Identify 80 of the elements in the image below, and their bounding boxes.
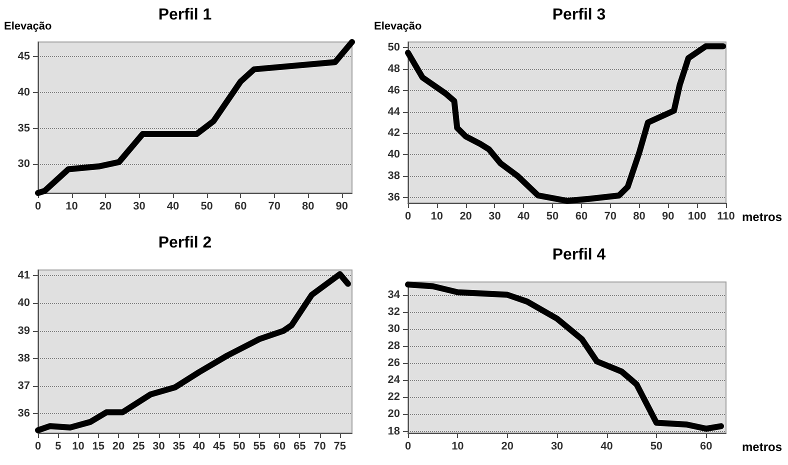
x-tick-label: 45: [213, 440, 226, 452]
x-tick-label: 80: [633, 210, 646, 222]
y-tick-label: 41: [18, 270, 30, 282]
x-axis-title: metros: [742, 210, 782, 224]
x-tick-label: 50: [233, 440, 246, 452]
x-tick-label: 30: [550, 440, 564, 452]
chart-title: Perfil 1: [158, 6, 212, 24]
y-tick-label: 48: [388, 62, 400, 75]
x-tick-label: 90: [336, 200, 348, 212]
y-tick-label: 34: [388, 288, 401, 301]
x-tick-label: 0: [34, 200, 42, 212]
x-tick-label: 10: [430, 210, 444, 222]
y-tick-label: 20: [388, 408, 400, 420]
y-tick-label: 40: [388, 148, 400, 161]
x-tick-label: 5: [55, 440, 62, 452]
x-axis-title: metros: [742, 440, 782, 454]
y-tick-label: 50: [388, 41, 400, 54]
x-tick-label: 0: [34, 440, 42, 452]
x-tick-label: 20: [99, 200, 112, 212]
x-tick-label: 30: [152, 440, 165, 452]
x-tick-label: 75: [334, 440, 346, 452]
x-tick-label: 10: [66, 200, 78, 212]
y-tick-label: 18: [388, 425, 400, 438]
x-tick-label: 40: [166, 200, 180, 212]
y-tick-label: 38: [18, 352, 30, 364]
chart-title: Perfil 3: [552, 6, 606, 24]
y-tick-label: 44: [388, 106, 401, 118]
x-tick-label: 60: [273, 440, 286, 452]
y-tick-label: 39: [18, 324, 30, 337]
y-tick-label: 38: [388, 170, 400, 182]
x-tick-label: 60: [234, 200, 247, 212]
x-tick-label: 70: [268, 200, 280, 212]
y-tick-label: 40: [18, 297, 30, 310]
y-tick-label: 36: [388, 192, 400, 204]
x-tick-label: 110: [717, 210, 735, 222]
x-tick-label: 50: [546, 210, 559, 222]
y-tick-label: 32: [388, 306, 400, 318]
x-tick-label: 0: [404, 440, 412, 452]
x-tick-label: 25: [132, 440, 145, 452]
x-tick-label: 0: [404, 210, 412, 222]
y-axis-title: Elevação: [4, 20, 52, 32]
x-tick-label: 30: [133, 200, 146, 212]
y-tick-label: 45: [18, 50, 30, 62]
x-tick-label: 60: [700, 440, 712, 452]
x-tick-label: 55: [253, 440, 266, 452]
y-tick-label: 35: [18, 122, 30, 134]
x-tick-label: 40: [518, 210, 530, 222]
x-tick-label: 20: [460, 210, 472, 222]
y-tick-label: 24: [388, 374, 401, 386]
x-tick-label: 10: [452, 440, 464, 452]
x-tick-label: 50: [650, 440, 663, 452]
x-tick-label: 35: [172, 440, 186, 452]
y-tick-label: 28: [388, 340, 400, 352]
x-tick-label: 70: [314, 440, 326, 452]
x-tick-label: 70: [604, 210, 616, 222]
y-tick-label: 37: [18, 380, 30, 392]
y-tick-label: 40: [18, 86, 30, 98]
x-tick-label: 80: [302, 200, 314, 212]
x-tick-label: 40: [192, 440, 206, 452]
y-tick-label: 30: [388, 322, 400, 335]
y-tick-label: 22: [388, 391, 400, 404]
x-tick-label: 60: [575, 210, 588, 222]
x-tick-label: 15: [92, 440, 105, 452]
x-tick-label: 50: [200, 200, 213, 212]
x-tick-label: 90: [662, 210, 674, 222]
chart-title: Perfil 4: [552, 246, 606, 264]
x-tick-label: 40: [600, 440, 613, 452]
y-tick-label: 36: [18, 408, 30, 420]
x-tick-label: 10: [72, 440, 84, 452]
chart-title: Perfil 2: [158, 234, 212, 252]
x-tick-label: 20: [112, 440, 125, 452]
y-tick-label: 42: [388, 127, 400, 140]
x-tick-label: 30: [488, 210, 501, 222]
x-tick-label: 20: [501, 440, 514, 452]
y-tick-label: 26: [388, 357, 400, 370]
y-tick-label: 46: [388, 84, 400, 96]
y-tick-label: 30: [18, 158, 30, 170]
x-tick-label: 65: [294, 440, 306, 452]
y-axis-title: Elevação: [374, 20, 422, 32]
x-tick-label: 100: [688, 210, 706, 222]
